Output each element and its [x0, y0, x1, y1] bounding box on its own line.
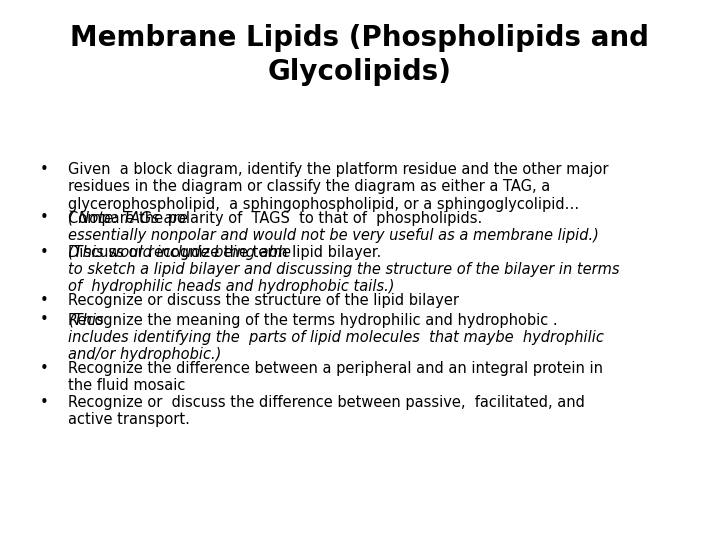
- Text: Recognize or discuss the structure of the lipid bilayer: Recognize or discuss the structure of th…: [68, 293, 459, 308]
- Text: (This
includes identifying the  parts of lipid molecules  that maybe  hydrophili: (This includes identifying the parts of …: [68, 313, 604, 362]
- Text: •: •: [40, 162, 48, 177]
- Text: Discuss or recognize the term lipid bilayer.: Discuss or recognize the term lipid bila…: [68, 245, 386, 260]
- Text: •: •: [40, 395, 48, 410]
- Text: Membrane Lipids (Phospholipids and
Glycolipids): Membrane Lipids (Phospholipids and Glyco…: [71, 24, 649, 86]
- Text: Given  a block diagram, identify the platform residue and the other major
residu: Given a block diagram, identify the plat…: [68, 162, 609, 212]
- Text: •: •: [40, 211, 48, 226]
- Text: •: •: [40, 361, 48, 376]
- Text: Recognize or  discuss the difference between passive,  facilitated, and
active t: Recognize or discuss the difference betw…: [68, 395, 585, 427]
- Text: •: •: [40, 293, 48, 308]
- Text: (This would include being able
to sketch a lipid bilayer and discussing the stru: (This would include being able to sketch…: [68, 245, 620, 294]
- Text: •: •: [40, 245, 48, 260]
- Text: Recognize the difference between a peripheral and an integral protein in
the flu: Recognize the difference between a perip…: [68, 361, 603, 394]
- Text: ( Note: TAGs are
essentially nonpolar and would not be very useful as a membrane: ( Note: TAGs are essentially nonpolar an…: [68, 211, 599, 243]
- Text: Recognize the meaning of the terms hydrophilic and hydrophobic .: Recognize the meaning of the terms hydro…: [68, 313, 558, 327]
- Text: •: •: [40, 313, 48, 327]
- Text: Compare the polarity of  TAGS  to that of  phospholipids.: Compare the polarity of TAGS to that of …: [68, 211, 487, 226]
